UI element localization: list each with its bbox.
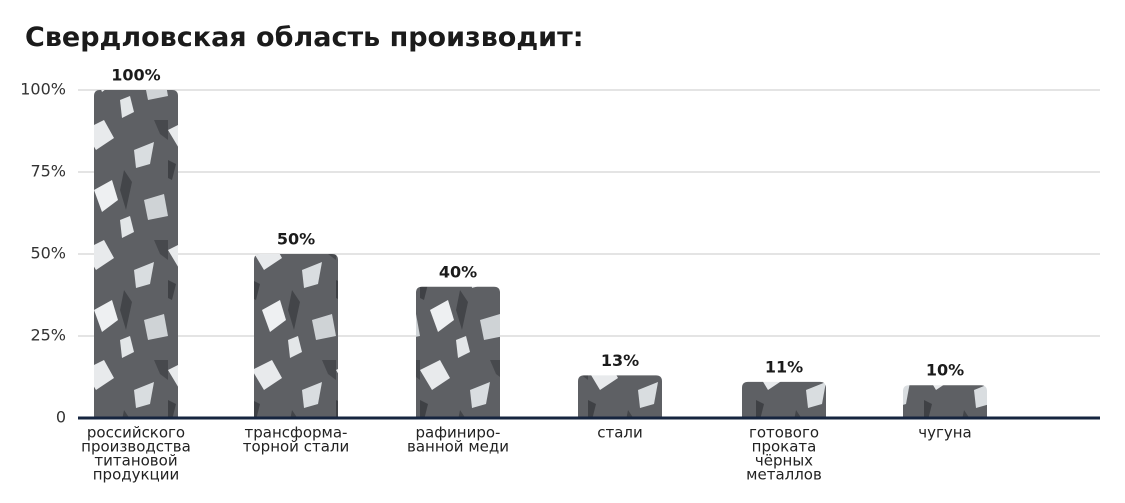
x-tick-label: стали [597, 424, 643, 442]
x-tick-label: готового [749, 424, 819, 442]
value-label: 100% [111, 66, 160, 85]
value-label: 50% [277, 230, 315, 249]
value-label: 11% [765, 357, 803, 376]
x-tick-label: металлов [746, 466, 822, 484]
x-tick-label: торной стали [243, 438, 349, 456]
bar [578, 375, 662, 418]
bar [416, 286, 500, 418]
x-tick-label: продукции [93, 466, 180, 484]
x-tick-label: трансформа- [245, 424, 348, 442]
value-label: 13% [601, 351, 639, 370]
y-tick-label: 25% [30, 326, 66, 345]
y-tick-label: 100% [20, 80, 66, 99]
x-tick-label: чугуна [918, 424, 972, 442]
y-tick-label: 0 [56, 408, 66, 427]
bar [742, 381, 826, 418]
bar [254, 254, 338, 418]
y-tick-label: 50% [30, 244, 66, 263]
value-label: 40% [439, 262, 477, 281]
x-tick-label: рафиниро- [416, 424, 501, 442]
bar [903, 385, 987, 418]
y-tick-label: 75% [30, 162, 66, 181]
x-tick-label: титановой [94, 452, 177, 470]
x-tick-label: производства [81, 438, 191, 456]
chart-title: Свердловская область производит: [25, 22, 584, 53]
x-tick-label: ванной меди [407, 438, 509, 456]
x-tick-label: российского [87, 424, 185, 442]
value-label: 10% [926, 361, 964, 380]
x-tick-label: проката [752, 438, 817, 456]
x-tick-label: чёрных [755, 452, 813, 470]
bar [94, 90, 178, 418]
